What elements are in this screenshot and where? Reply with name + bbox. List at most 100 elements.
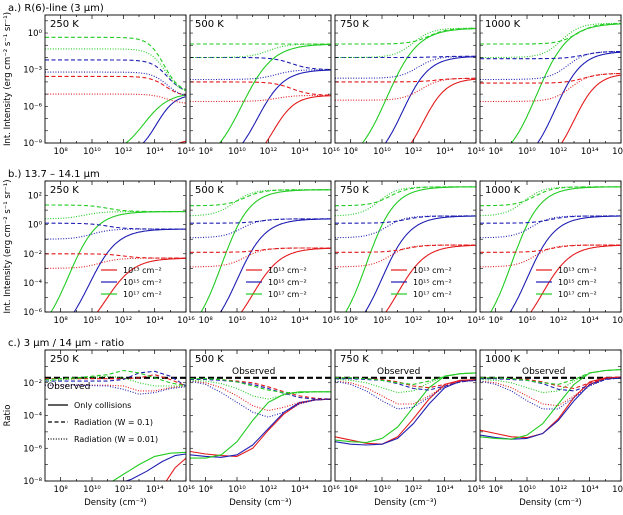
observed-label: Observed [522,367,565,377]
series-1e17-solid [125,94,186,143]
series-1e13-solid [190,398,331,457]
x-axis-label: Density (cm⁻³) [84,498,147,508]
panel-0-0: 10⁸ 10¹⁰ 10¹² 10¹⁴ 10¹⁶ 10⁻⁹ 10⁻⁶ 10⁻³ 10⁰ 250 K [23,14,195,157]
temperature-label-3: 1000 K [485,354,521,365]
temperature-label-1: 500 K [195,354,224,365]
temperature-label-3: 1000 K [485,185,521,196]
legend-entry: 10¹⁵ cm⁻² [123,278,162,287]
x-tick-label: 10¹⁴ [581,485,599,495]
x-tick-label: 10¹⁴ [146,316,164,326]
x-tick-label: 10¹⁰ [373,316,391,326]
series-1e17-dot [45,48,186,92]
row-title-0: a.) R(6)-line (3 μm) [8,3,104,14]
x-tick-label: 10⁸ [199,485,214,495]
x-tick-label: 10¹⁴ [291,147,309,157]
x-tick-label: 10¹² [550,147,568,157]
series-1e13-solid [530,244,621,312]
series-1e15-dot [45,71,186,97]
series-1e17-solid [510,23,621,143]
observed-label: Observed [232,367,275,377]
series-1e17-dash [45,36,186,90]
panel-2-1: 10⁸ 10¹⁰ 10¹² 10¹⁴ 10¹⁶ 500 K Density (cm⁻³) Ob… [189,349,340,508]
series-1e17-dash [335,27,476,45]
x-tick-label: 10¹² [260,147,278,157]
x-tick-label: 10¹⁰ [373,147,391,157]
temperature-label-0: 250 K [50,185,79,196]
x-tick-label: 10¹⁶ [322,485,340,495]
series-1e17-dot [480,186,621,217]
series-1e17-dash [335,186,476,207]
series-1e13-dot [45,257,186,269]
x-tick-label: 10⁸ [199,147,214,157]
series-1e13-dot [335,244,476,268]
temperature-label-3: 1000 K [485,19,521,30]
y-tick-label: 10⁻⁶ [23,444,42,454]
series-1e17-dot [190,189,331,217]
legend-entry: 10¹⁷ cm⁻² [268,290,307,299]
x-tick-label: 10¹² [550,316,568,326]
panel-2-3: 10⁸ 10¹⁰ 10¹² 10¹⁴ 10¹⁶ 1000 K Density (cm⁻³) O… [479,349,623,508]
series-1e17-dash [190,378,331,394]
series-1e15-dash [45,370,186,387]
series-1e17-dash [45,369,186,387]
x-tick-label: 10¹² [115,485,133,495]
panel-1-0: 10⁸ 10¹⁰ 10¹² 10¹⁴ 10¹⁶ 10⁻⁶ 10⁻⁴ 10⁻² 10⁰ 10² 250… [23,180,195,326]
series-1e15-dash [190,56,331,71]
panel-frame [44,349,187,482]
series-1e17-dot [480,369,621,394]
series-1e17-dot [45,211,186,220]
series-1e13-dash [45,374,186,387]
observed-label: Observed [377,367,420,377]
legend-entry: 10¹³ cm⁻² [123,266,162,275]
legend-entry: 10¹⁵ cm⁻² [268,278,307,287]
y-axis-label-1: Int. Intensity (erg cm⁻² s⁻¹ sr⁻¹) [3,179,13,313]
legend-column-density: 10¹³ cm⁻² 10¹⁵ cm⁻² 10¹⁷ cm⁻² [391,266,452,299]
panel-2-2: 10⁸ 10¹⁰ 10¹² 10¹⁴ 10¹⁶ 750 K Density (cm⁻³) Ob… [334,349,485,508]
series-1e15-dot [190,69,331,81]
panel-frame [44,14,187,144]
series-1e13-dash [480,376,621,390]
series-1e13-solid [96,257,186,312]
series-1e15-solid [124,453,186,481]
panel-2-0: 10⁸ 10¹⁰ 10¹² 10¹⁴ 10¹⁶ 10⁻⁸ 10⁻⁶ 10⁻⁴ 10⁻² 250 K… [23,349,195,508]
x-tick-label: 10⁸ [199,316,214,326]
series-1e13-dash [480,244,621,253]
legend-entry: Only collisions [74,401,131,410]
observed-label: Observed [47,382,90,392]
temperature-label-0: 250 K [50,354,79,365]
series-1e17-dash [480,369,621,385]
x-tick-label: 10¹² [115,316,133,326]
y-tick-label: 10⁻⁸ [23,477,42,487]
x-axis-label: Density (cm⁻³) [374,498,437,508]
series-1e15-dot [480,50,621,81]
legend-entry: 10¹⁵ cm⁻² [558,278,597,287]
x-tick-label: 10¹⁰ [83,485,101,495]
panel-frame [479,14,622,144]
legend-entry: 10¹³ cm⁻² [413,266,452,275]
y-tick-label: 10² [28,192,42,202]
temperature-label-0: 250 K [50,19,79,30]
series-1e15-dot [190,218,331,239]
series-1e17-dash [480,186,621,207]
series-1e17-solid [480,369,621,440]
series-1e13-dot [480,376,621,407]
series-1e13-dot [190,380,331,412]
x-tick-label: 10¹⁴ [436,316,454,326]
x-tick-label: 10⁸ [344,147,359,157]
x-tick-label: 10¹⁴ [146,147,164,157]
series-1e15-dot [335,379,476,410]
series-1e13-dash [45,253,186,259]
series-1e17-dash [45,204,186,213]
panel-frame [189,180,332,313]
x-tick-label: 10¹² [260,316,278,326]
x-axis-label: Density (cm⁻³) [229,498,292,508]
series-1e15-dash [335,215,476,224]
x-tick-label: 10¹⁴ [436,485,454,495]
x-tick-label: 10¹⁰ [228,147,246,157]
legend-entry: 10¹⁷ cm⁻² [123,290,162,299]
panel-frame [189,14,332,144]
x-tick-label: 10¹⁶ [612,147,623,157]
x-tick-label: 10¹⁴ [581,316,599,326]
x-tick-label: 10¹⁰ [228,316,246,326]
